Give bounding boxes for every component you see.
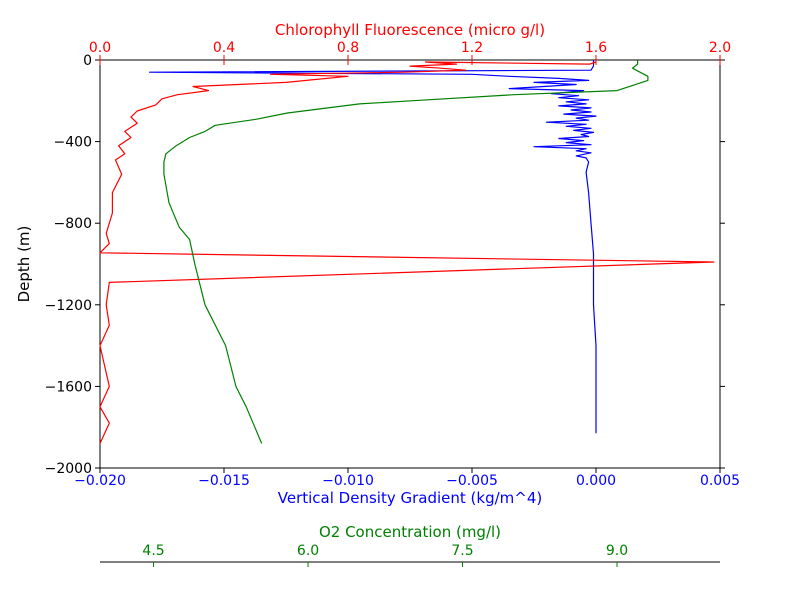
o2-axis-title: O2 Concentration (mg/l) [319, 523, 501, 541]
o2-tick-label: 9.0 [606, 543, 628, 559]
bottom-tick-label: 0.000 [576, 473, 616, 489]
top-tick-label: 0.8 [337, 40, 359, 56]
y-tick-label: −400 [54, 135, 92, 151]
bottom-tick-label: −0.005 [446, 473, 498, 489]
o2-tick-label: 6.0 [297, 543, 319, 559]
top-tick-label: 2.0 [709, 40, 731, 56]
series-lines [99, 60, 715, 444]
top-tick-label: 1.2 [461, 40, 483, 56]
axes: 0 −400 −800 −1200 −1600 −2000−0.020 −0.015 −0.0… [45, 40, 740, 567]
y-tick-label: −1200 [45, 298, 92, 314]
y-tick-label: −2000 [45, 461, 92, 477]
density-gradient-line [149, 60, 597, 434]
plot-area [99, 59, 721, 469]
y-tick-label: −1600 [45, 379, 92, 395]
o2-concentration-line [163, 60, 649, 444]
top-tick-label: 0.0 [89, 40, 111, 56]
top-tick-label: 1.6 [585, 40, 607, 56]
top-tick-label: 0.4 [213, 40, 235, 56]
bottom-tick-label: −0.015 [198, 473, 250, 489]
o2-tick-label: 4.5 [142, 543, 164, 559]
top-axis-title: Chlorophyll Fluorescence (micro g/l) [275, 21, 545, 39]
o2-tick-label: 7.5 [451, 543, 473, 559]
chlorophyll-line [99, 61, 715, 444]
y-tick-label: −800 [54, 216, 92, 232]
bottom-tick-label: −0.010 [322, 473, 374, 489]
y-tick-label: 0 [83, 53, 92, 69]
y-axis-title: Depth (m) [15, 226, 33, 303]
plot-frame [99, 59, 721, 469]
bottom-tick-label: −0.020 [74, 473, 126, 489]
bottom-axis-title: Vertical Density Gradient (kg/m^4) [278, 489, 542, 507]
bottom-tick-label: 0.005 [700, 473, 740, 489]
